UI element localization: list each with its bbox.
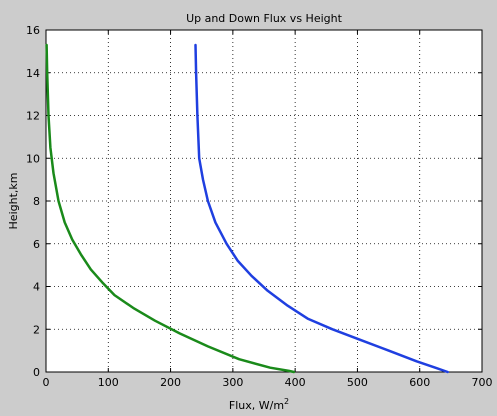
series-line-1 xyxy=(45,43,296,374)
grid xyxy=(46,30,482,372)
x-tick-label: 300 xyxy=(222,376,243,389)
series-line-0 xyxy=(194,43,449,374)
x-tick-label: 500 xyxy=(347,376,368,389)
x-tick-label: 700 xyxy=(472,376,493,389)
x-tick-label: 0 xyxy=(43,376,50,389)
ticks: 0 100 200 300 400 500 600 700 0 2 4 6 8 10 12 14 16 xyxy=(26,24,493,389)
x-tick-label: 400 xyxy=(285,376,306,389)
y-tick-label: 16 xyxy=(26,24,40,37)
x-tick-label: 100 xyxy=(98,376,119,389)
x-axis-label-superscript: 2 xyxy=(284,397,289,406)
y-tick-label: 10 xyxy=(26,152,40,165)
y-axis-label: Height,km xyxy=(7,173,20,230)
y-tick-label: 2 xyxy=(33,323,40,336)
x-axis-label: Flux, W/m2 xyxy=(229,397,289,412)
y-tick-label: 8 xyxy=(33,195,40,208)
x-tick-label: 600 xyxy=(409,376,430,389)
y-tick-label: 0 xyxy=(33,366,40,379)
series-layer xyxy=(45,43,449,374)
x-axis-label-text: Flux, W/m xyxy=(229,399,284,412)
y-tick-label: 14 xyxy=(26,67,40,80)
y-tick-label: 4 xyxy=(33,281,40,294)
chart-title: Up and Down Flux vs Height xyxy=(186,12,343,25)
y-tick-label: 6 xyxy=(33,238,40,251)
x-tick-label: 200 xyxy=(160,376,181,389)
plot-area xyxy=(45,29,483,373)
y-tick-label: 12 xyxy=(26,110,40,123)
